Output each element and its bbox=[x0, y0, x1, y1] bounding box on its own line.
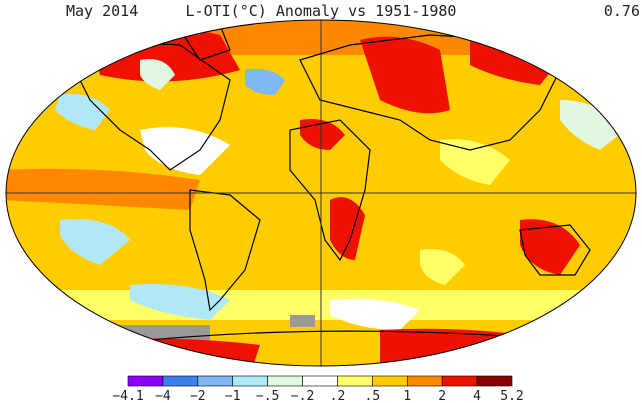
globe-border bbox=[5, 19, 637, 367]
legend-tick-label: −1 bbox=[225, 389, 241, 403]
legend-tick-label: .5 bbox=[365, 389, 381, 403]
legend-tick-label: 5.2 bbox=[500, 389, 523, 403]
legend-tick-label: −.2 bbox=[291, 389, 314, 403]
eurasia-outline bbox=[299, 34, 561, 151]
south-asia-mild bbox=[440, 139, 510, 185]
global-mean-value: 0.76 bbox=[603, 2, 640, 20]
africa-north-warm bbox=[300, 119, 345, 150]
legend-bin bbox=[267, 375, 303, 387]
legend-tick-label: .2 bbox=[330, 389, 346, 403]
legend-bin bbox=[406, 375, 443, 387]
legend-tick-label: 2 bbox=[438, 389, 446, 403]
legend-tick-label: −4.1 bbox=[112, 389, 143, 403]
legend-bin bbox=[337, 375, 373, 387]
legend-bin bbox=[476, 375, 513, 387]
legend-tick-label: −2 bbox=[190, 389, 206, 403]
legend-bin bbox=[302, 375, 338, 387]
southern-neutral bbox=[330, 298, 420, 330]
no-data-patch bbox=[290, 315, 315, 327]
north-pacific-cool bbox=[560, 100, 625, 150]
map-title: L-OTI(°C) Anomaly vs 1951-1980 bbox=[185, 2, 457, 20]
legend-tick-label: −4 bbox=[155, 389, 171, 403]
legend-bin bbox=[441, 375, 478, 387]
legend-bin bbox=[372, 375, 408, 387]
atlantic-cool-patch bbox=[245, 68, 285, 95]
legend-bin bbox=[162, 375, 199, 387]
legend-bins bbox=[127, 375, 513, 387]
legend-bin bbox=[127, 375, 164, 387]
pacific-cool-patch bbox=[55, 94, 110, 130]
indian-ocean-mild bbox=[420, 249, 465, 285]
canada-cool-patch bbox=[140, 59, 175, 90]
east-pacific-warm bbox=[6, 168, 200, 210]
legend-bin bbox=[232, 375, 268, 387]
legend-tick-label: −.5 bbox=[256, 389, 279, 403]
south-africa-warm bbox=[330, 197, 365, 260]
africa-outline bbox=[289, 119, 371, 262]
legend-tick-label: 1 bbox=[403, 389, 411, 403]
map-date-label: May 2014 bbox=[66, 2, 139, 20]
legend-tick-label: 4 bbox=[473, 389, 481, 403]
south-atlantic-cool bbox=[130, 284, 230, 320]
australia-outline bbox=[519, 224, 591, 276]
legend-ticks: −4.1 −4 −2 −1 −.5 −.2 .2 .5 1 2 4 5.2 bbox=[112, 389, 523, 403]
south-pacific-cool bbox=[60, 219, 130, 265]
south-america-outline bbox=[189, 189, 261, 312]
australia-warm bbox=[520, 219, 580, 275]
legend-bin bbox=[197, 375, 234, 387]
siberia-warm-region bbox=[360, 36, 450, 114]
